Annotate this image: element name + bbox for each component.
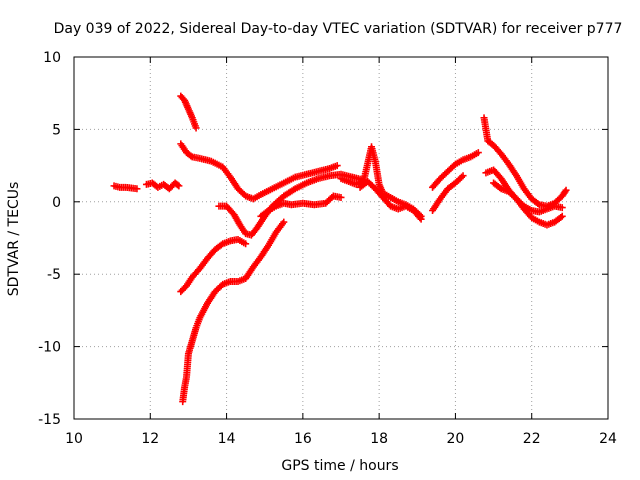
data-point-marker <box>133 185 141 193</box>
data-point-marker <box>280 218 288 226</box>
data-point-marker <box>458 173 466 181</box>
data-points <box>110 92 570 406</box>
data-point-marker <box>459 172 467 180</box>
data-point-marker <box>337 193 345 201</box>
data-point-marker <box>417 215 425 223</box>
x-tick-label: 18 <box>370 431 388 447</box>
x-tick-label: 14 <box>218 431 236 447</box>
x-tick-label: 22 <box>523 431 541 447</box>
y-tick-label: -15 <box>38 412 61 428</box>
data-point-marker <box>416 214 424 222</box>
chart-title: Day 039 of 2022, Sidereal Day-to-day VTE… <box>54 21 623 37</box>
data-point-marker <box>562 186 570 194</box>
data-point-marker <box>175 182 183 190</box>
y-tick-label: -10 <box>38 340 61 356</box>
data-point-marker <box>557 213 565 221</box>
x-tick-label: 16 <box>294 431 312 447</box>
axes: 10 12 14 16 18 20 22 24 -15 -10 -5 0 5 10 <box>38 50 617 447</box>
y-tick-label: 0 <box>52 195 61 211</box>
plot-frame <box>73 56 609 420</box>
data-point-marker <box>174 181 182 189</box>
y-tick-label: 5 <box>52 122 61 138</box>
data-point-marker <box>192 124 200 132</box>
grid-lines <box>74 57 608 419</box>
x-tick-label: 10 <box>65 431 83 447</box>
x-tick-label: 24 <box>599 431 617 447</box>
data-point-marker <box>242 240 250 248</box>
y-axis-label: SDTVAR / TECUs <box>6 182 22 297</box>
data-point-marker <box>333 162 341 170</box>
y-tick-label: -5 <box>47 267 61 283</box>
y-tick-label: 10 <box>43 50 61 66</box>
data-point-marker <box>187 152 195 160</box>
data-point-marker <box>558 204 566 212</box>
x-tick-label: 20 <box>447 431 465 447</box>
data-point-marker <box>558 212 566 220</box>
data-point-marker <box>474 149 482 157</box>
x-tick-label: 12 <box>141 431 159 447</box>
x-axis-label: GPS time / hours <box>281 458 398 474</box>
data-point-marker <box>534 200 542 208</box>
data-point-marker <box>561 188 569 196</box>
